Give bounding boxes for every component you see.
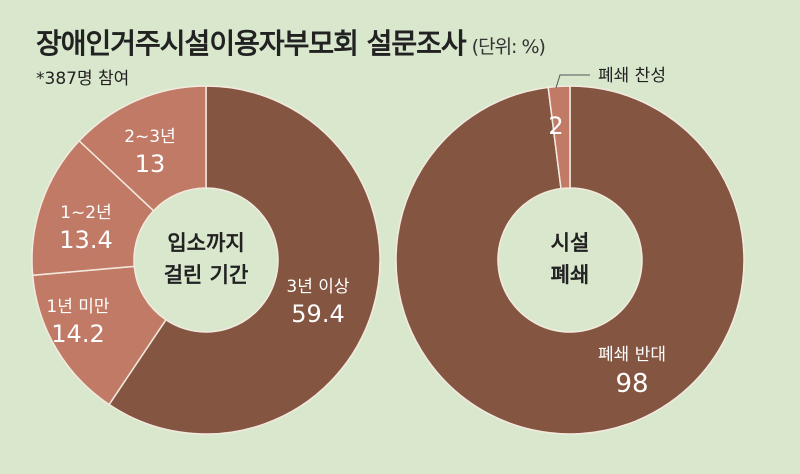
- chart1-center-label-1: 걸린 기간: [164, 263, 249, 287]
- chart2-leader-line: [555, 74, 590, 89]
- chart-title: 장애인거주시설이용자부모회 설문조사 (단위: %): [36, 22, 546, 62]
- chart2-center-label-0: 시설: [551, 231, 590, 255]
- chart2-slice-0: [395, 85, 745, 435]
- chart1-center-label-0: 입소까지: [167, 231, 244, 255]
- unit-label: (단위: %): [471, 36, 546, 58]
- chart1-slice-label-3: 2~3년: [124, 127, 176, 147]
- chart1-value-label-1: 14.2: [51, 320, 104, 348]
- chart1-slice-0: [108, 85, 381, 435]
- chart1-slice-1: [31, 265, 167, 406]
- chart1-slice-label-1: 1년 미만: [46, 297, 109, 317]
- chart1-value-label-2: 13.4: [59, 226, 112, 254]
- chart1-value-label-3: 13: [135, 150, 166, 178]
- chart1-slice-2: [31, 139, 155, 277]
- chart1-slice-label-0: 3년 이상: [286, 277, 349, 297]
- chart2-value-label-1: 2: [548, 112, 563, 140]
- chart2-slice-label-1: 폐쇄 찬성: [598, 66, 666, 86]
- chart2-slice-1: [547, 85, 571, 190]
- respondent-note: *387명 참여: [36, 69, 130, 89]
- chart2-slice-label-0: 폐쇄 반대: [598, 345, 666, 365]
- chart2-value-label-0: 98: [615, 369, 648, 399]
- title-text: 장애인거주시설이용자부모회 설문조사: [36, 27, 467, 60]
- chart2-center-label-1: 폐쇄: [551, 263, 590, 287]
- chart1-slice-3: [78, 85, 207, 212]
- chart1-value-label-0: 59.4: [291, 300, 344, 328]
- chart1-slice-label-2: 1~2년: [60, 203, 112, 223]
